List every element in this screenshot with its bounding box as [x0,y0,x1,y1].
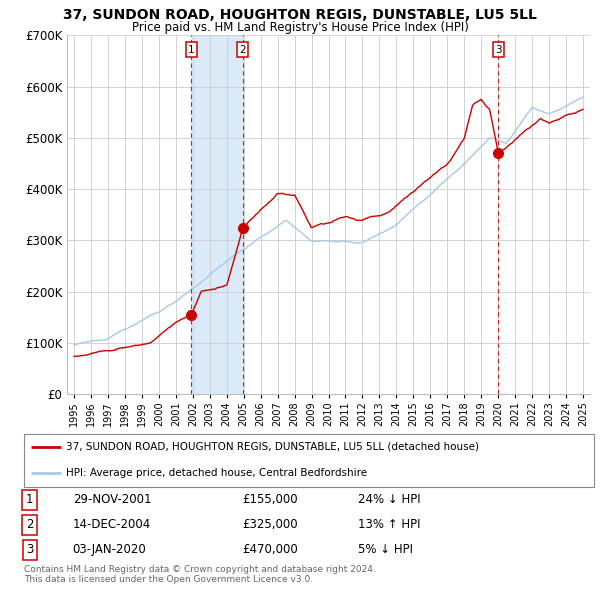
Text: 1: 1 [26,493,33,506]
Text: HPI: Average price, detached house, Central Bedfordshire: HPI: Average price, detached house, Cent… [65,468,367,478]
Text: 13% ↑ HPI: 13% ↑ HPI [358,518,421,532]
Text: 1: 1 [188,45,194,55]
Text: 29-NOV-2001: 29-NOV-2001 [73,493,151,506]
Text: 5% ↓ HPI: 5% ↓ HPI [358,543,413,556]
Text: £155,000: £155,000 [242,493,298,506]
Text: 3: 3 [26,543,33,556]
Text: 2: 2 [239,45,246,55]
Text: £470,000: £470,000 [242,543,298,556]
Text: 37, SUNDON ROAD, HOUGHTON REGIS, DUNSTABLE, LU5 5LL (detached house): 37, SUNDON ROAD, HOUGHTON REGIS, DUNSTAB… [65,442,479,452]
Text: 2: 2 [26,518,33,532]
Text: £325,000: £325,000 [242,518,298,532]
Text: 3: 3 [495,45,502,55]
Text: 37, SUNDON ROAD, HOUGHTON REGIS, DUNSTABLE, LU5 5LL: 37, SUNDON ROAD, HOUGHTON REGIS, DUNSTAB… [63,8,537,22]
Text: 24% ↓ HPI: 24% ↓ HPI [358,493,421,506]
Text: Price paid vs. HM Land Registry's House Price Index (HPI): Price paid vs. HM Land Registry's House … [131,21,469,34]
Text: This data is licensed under the Open Government Licence v3.0.: This data is licensed under the Open Gov… [24,575,313,584]
Bar [191,35,243,394]
Text: 03-JAN-2020: 03-JAN-2020 [73,543,146,556]
Text: Contains HM Land Registry data © Crown copyright and database right 2024.: Contains HM Land Registry data © Crown c… [24,565,376,574]
Text: 14-DEC-2004: 14-DEC-2004 [73,518,151,532]
FancyBboxPatch shape [24,434,594,487]
